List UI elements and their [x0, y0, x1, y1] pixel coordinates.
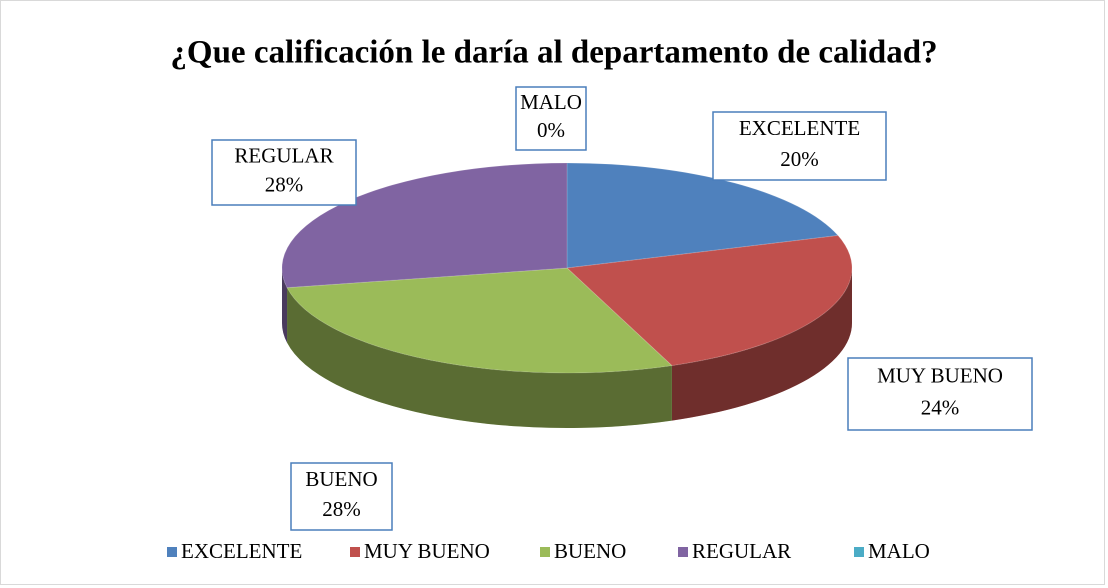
- slice-side-shade: [282, 268, 288, 343]
- data-label-value: 0%: [537, 118, 565, 142]
- legend-swatch: [678, 547, 688, 557]
- data-label-box: [290, 462, 393, 531]
- legend-label: BUENO: [554, 539, 626, 563]
- slice-side-shade: [287, 287, 672, 428]
- legend-label: EXCELENTE: [181, 539, 302, 563]
- slice-side: [671, 268, 853, 421]
- data-label-value: 20%: [780, 147, 819, 171]
- slice: [286, 267, 674, 374]
- data-label-name: EXCELENTE: [739, 116, 860, 140]
- chart-title: ¿Que calificación le daría al departamen…: [170, 35, 937, 71]
- data-label-name: BUENO: [305, 467, 377, 491]
- slice-side: [282, 268, 288, 343]
- legend-label: MALO: [868, 539, 930, 563]
- legend-label: MUY BUENO: [364, 539, 490, 563]
- slice: [565, 235, 853, 367]
- legend-swatch: [350, 547, 360, 557]
- data-label-value: 28%: [265, 173, 304, 197]
- data-label-name: MUY BUENO: [877, 363, 1003, 387]
- legend-label: REGULAR: [692, 539, 791, 563]
- slice-side-shade: [671, 268, 853, 421]
- legend-swatch: [167, 547, 177, 557]
- legend-swatch: [854, 547, 864, 557]
- data-label-box: [515, 86, 587, 151]
- data-label-box: [211, 139, 357, 206]
- data-label-value: 28%: [322, 497, 361, 521]
- data-label-box: [847, 357, 1033, 431]
- data-label-name: MALO: [520, 90, 582, 114]
- data-label-value: 24%: [921, 396, 960, 420]
- legend-swatch: [540, 547, 550, 557]
- slice-side: [287, 287, 672, 428]
- data-label-box: [712, 111, 887, 181]
- data-label-name: REGULAR: [234, 143, 333, 167]
- slice: [566, 162, 840, 269]
